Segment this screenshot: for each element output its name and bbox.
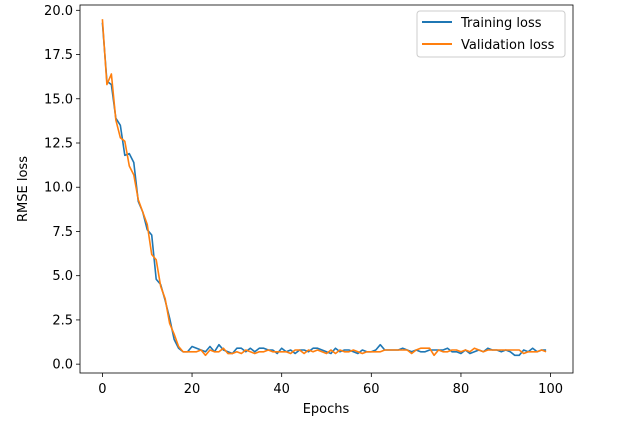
legend-label-training: Training loss <box>460 16 542 31</box>
legend: Training loss Validation loss <box>416 10 566 58</box>
x-tick-label: 40 <box>273 382 290 397</box>
y-tick-label: 17.5 <box>44 48 73 63</box>
series-line-training-loss <box>101 22 547 357</box>
x-tick-label: 100 <box>538 382 563 397</box>
y-tick-label: 10.0 <box>44 181 73 196</box>
y-tick-label: 7.5 <box>52 225 73 240</box>
series-line-validation-loss <box>101 19 547 357</box>
x-tick-label: 20 <box>184 382 201 397</box>
y-tick-label: 2.5 <box>52 313 73 328</box>
x-tick-label: 80 <box>453 382 470 397</box>
y-tick-label: 20.0 <box>44 4 73 19</box>
legend-label-validation: Validation loss <box>461 38 555 53</box>
y-axis-label: RMSE loss <box>16 156 31 222</box>
y-axis-ticks: 0.0 2.5 5.0 7.5 10.0 12.5 15.0 17.5 20.0 <box>44 4 80 373</box>
y-tick-label: 12.5 <box>44 137 73 152</box>
x-tick-label: 0 <box>98 382 106 397</box>
x-axis-ticks: 0 20 40 60 80 100 <box>98 373 563 397</box>
plot-area <box>79 4 574 374</box>
legend-box <box>416 10 566 58</box>
y-tick-label: 0.0 <box>52 358 73 373</box>
y-tick-label: 5.0 <box>52 269 73 284</box>
series-lines <box>101 19 547 357</box>
x-axis-label: Epochs <box>303 402 350 417</box>
y-tick-label: 15.0 <box>44 92 73 107</box>
x-tick-label: 60 <box>363 382 380 397</box>
